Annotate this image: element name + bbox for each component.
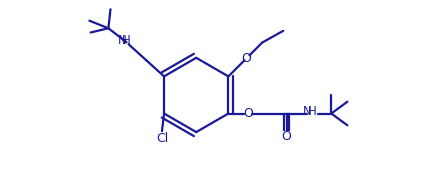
- Text: O: O: [282, 130, 292, 143]
- Text: H: H: [122, 34, 131, 47]
- Text: O: O: [243, 107, 253, 120]
- Text: N: N: [117, 34, 126, 47]
- Text: H: H: [308, 105, 317, 118]
- Text: Cl: Cl: [156, 132, 168, 145]
- Text: N: N: [303, 105, 312, 118]
- Text: O: O: [242, 52, 252, 65]
